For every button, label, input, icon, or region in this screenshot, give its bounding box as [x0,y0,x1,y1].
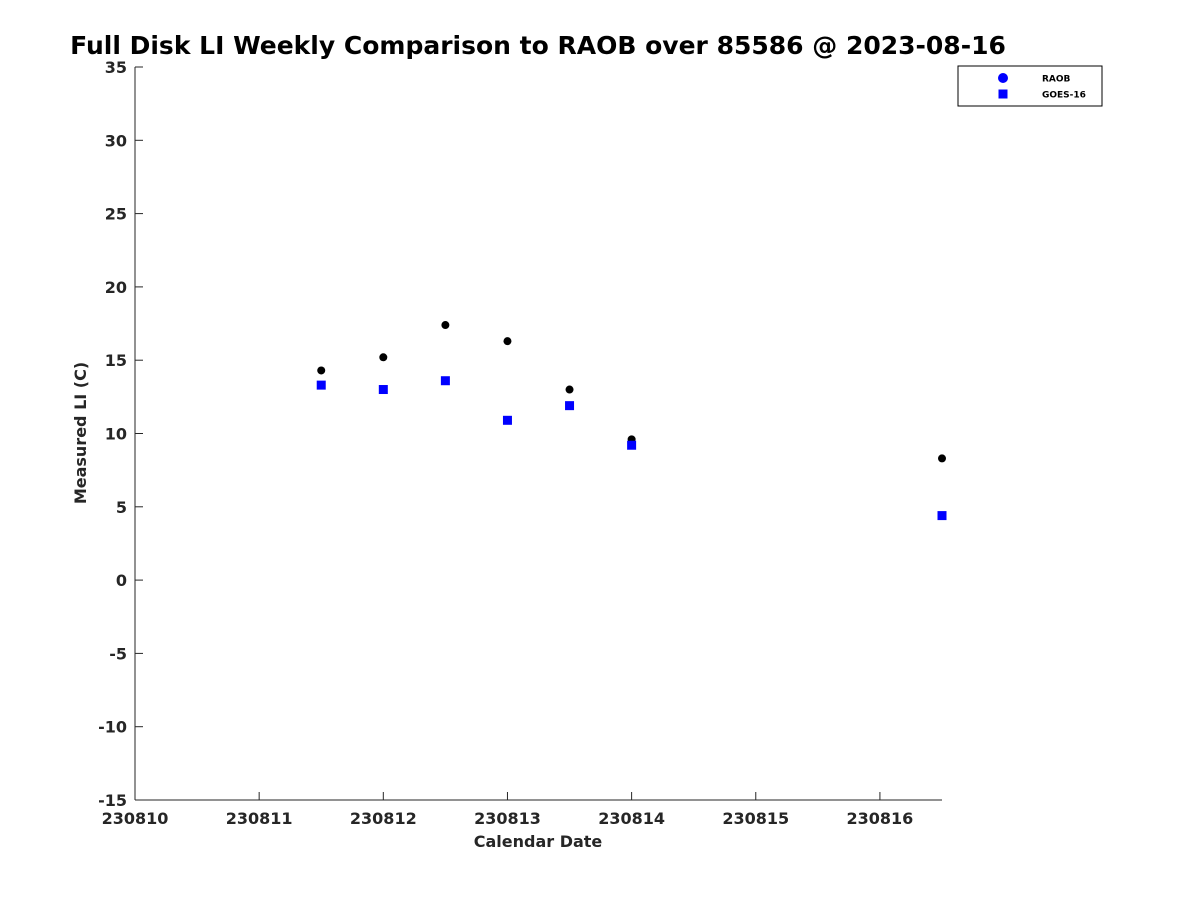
goes-16-point [316,380,326,390]
legend-item: GOES-16 [998,89,1086,101]
goes-16-point [440,376,450,386]
series-goes-16 [316,376,947,521]
legend: RAOB GOES-16 [957,65,1103,107]
x-tick-label: 230814 [598,809,665,828]
legend-box [957,65,1103,107]
goes-16-point [378,385,388,395]
legend-label: GOES-16 [1042,91,1086,101]
y-tick-label: 15 [105,351,127,370]
y-tick-label: 30 [105,131,127,150]
y-tick-label: 35 [105,58,127,77]
raob-point [938,454,946,463]
y-tick-label: -5 [109,644,127,663]
y-tick-label: 20 [105,278,127,297]
y-tick-label: 5 [116,498,127,517]
chart-title: Full Disk LI Weekly Comparison to RAOB o… [70,31,1006,60]
raob-point [503,337,512,346]
legend-circle-marker-icon [998,73,1008,83]
raob-point [379,353,388,362]
legend-label: RAOB [1042,75,1071,85]
data-points [316,321,947,521]
y-tick-label: -10 [98,718,127,737]
x-tick-label: 230813 [474,809,541,828]
x-tick-label: 230812 [350,809,417,828]
y-tick-label: 25 [105,205,127,224]
series-raob [317,321,946,463]
goes-16-point [502,415,512,425]
legend-square-marker-icon [998,89,1008,99]
goes-16-point [565,401,575,411]
y-tick-label: 0 [116,571,127,590]
y-tick-label: -15 [98,791,127,810]
x-axis-label: Calendar Date [474,832,603,851]
raob-point [441,321,450,330]
raob-point [565,385,574,394]
legend-item: RAOB [998,73,1071,85]
y-tick-label: 10 [105,425,127,444]
y-axis-label: Measured LI (C) [71,362,90,504]
goes-16-point [627,440,637,450]
x-tick-label: 230816 [847,809,914,828]
x-tick-label: 230810 [102,809,169,828]
raob-point [317,366,326,375]
goes-16-point [937,511,947,521]
x-tick-label: 230815 [722,809,789,828]
x-tick-label: 230811 [226,809,293,828]
